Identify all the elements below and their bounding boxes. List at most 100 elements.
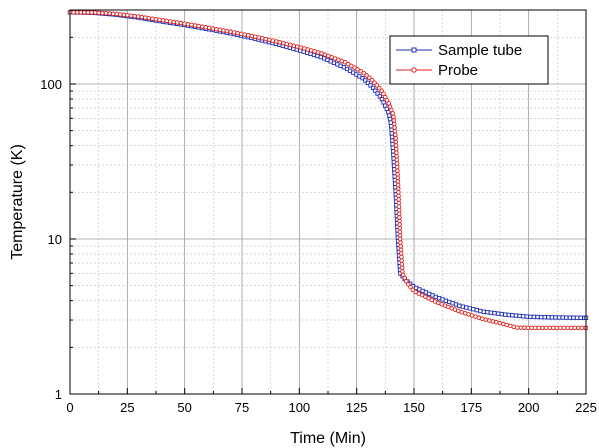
- data-point: [370, 85, 376, 91]
- data-point: [410, 287, 416, 293]
- data-point: [92, 10, 98, 15]
- y-tick-labels: 1 10 100: [40, 77, 62, 402]
- data-point: [189, 22, 194, 28]
- data-point: [363, 78, 368, 83]
- data-point: [395, 164, 400, 170]
- data-point: [358, 68, 364, 74]
- data-point: [118, 12, 123, 17]
- data-point: [395, 175, 401, 181]
- data-point: [160, 18, 166, 23]
- data-point: [474, 307, 479, 313]
- data-point: [311, 52, 317, 58]
- data-point: [499, 311, 504, 317]
- data-point: [483, 317, 489, 322]
- data-point: [550, 325, 556, 331]
- data-point: [408, 284, 413, 290]
- data-point: [395, 182, 401, 188]
- data-point: [553, 315, 558, 320]
- data-point: [214, 26, 219, 32]
- data-point: [263, 36, 269, 42]
- x-tick-label: 25: [120, 400, 134, 415]
- data-point: [135, 14, 141, 19]
- data-point: [513, 313, 519, 318]
- data-point: [389, 134, 395, 140]
- data-point: [369, 77, 375, 83]
- data-point: [157, 17, 162, 23]
- data-point: [267, 37, 272, 43]
- data-point: [478, 308, 483, 314]
- data-point: [560, 315, 565, 320]
- data-point: [399, 258, 404, 263]
- data-point: [495, 311, 501, 316]
- data-point: [536, 325, 542, 331]
- data-point: [207, 25, 212, 31]
- x-axis-title: Time (Min): [290, 430, 366, 447]
- data-point: [153, 17, 159, 22]
- x-tick-labels: 0 25 50 75 100 125 150 175 200 225: [66, 400, 596, 415]
- data-point: [121, 12, 127, 18]
- data-point: [576, 325, 581, 331]
- data-point: [578, 315, 583, 320]
- data-point: [511, 324, 516, 329]
- data-point: [274, 39, 279, 44]
- data-point: [315, 53, 320, 59]
- data-point: [393, 139, 399, 145]
- data-point: [89, 10, 94, 15]
- data-point: [396, 200, 402, 206]
- data-point: [572, 325, 578, 331]
- data-point: [277, 40, 283, 45]
- data-point: [256, 35, 262, 40]
- data-point: [132, 13, 137, 19]
- data-point: [110, 11, 116, 17]
- data-point: [567, 315, 573, 320]
- data-point: [387, 113, 392, 118]
- data-point: [397, 236, 403, 242]
- data-point: [375, 91, 380, 96]
- data-point: [540, 325, 545, 331]
- data-point: [235, 30, 240, 36]
- data-point: [542, 315, 547, 320]
- data-point: [85, 10, 91, 15]
- data-point: [103, 11, 109, 16]
- data-point: [391, 114, 396, 120]
- data-point: [284, 41, 290, 47]
- data-point: [405, 282, 411, 287]
- data-point: [185, 21, 191, 27]
- data-point: [196, 23, 201, 29]
- data-point: [374, 83, 380, 88]
- data-point: [139, 14, 145, 20]
- data-point: [399, 254, 404, 260]
- data-point: [393, 143, 399, 148]
- data-point: [574, 315, 580, 320]
- data-point: [175, 20, 180, 25]
- data-point: [242, 32, 247, 37]
- data-point: [397, 225, 403, 231]
- data-point: [224, 28, 230, 34]
- data-point: [485, 310, 490, 315]
- data-point: [78, 10, 84, 15]
- data-point: [487, 318, 492, 323]
- data-point: [390, 138, 395, 143]
- data-point: [308, 51, 313, 56]
- data-point: [538, 314, 544, 320]
- data-point: [490, 319, 496, 324]
- data-point: [546, 315, 551, 320]
- data-point: [397, 215, 402, 220]
- data-point: [399, 261, 405, 267]
- data-point: [464, 305, 469, 310]
- data-point: [82, 10, 87, 15]
- data-point: [249, 33, 254, 39]
- data-point: [392, 128, 398, 134]
- data-point: [450, 301, 455, 306]
- data-point: [74, 10, 80, 15]
- data-point: [377, 85, 382, 91]
- data-point: [171, 19, 177, 25]
- data-point: [372, 80, 377, 85]
- data-point: [433, 294, 438, 300]
- data-point: [532, 325, 538, 331]
- legend: Sample tube Probe: [389, 35, 549, 85]
- data-point: [497, 320, 503, 326]
- data-point: [506, 312, 511, 318]
- data-point: [547, 325, 552, 331]
- data-point: [561, 325, 567, 331]
